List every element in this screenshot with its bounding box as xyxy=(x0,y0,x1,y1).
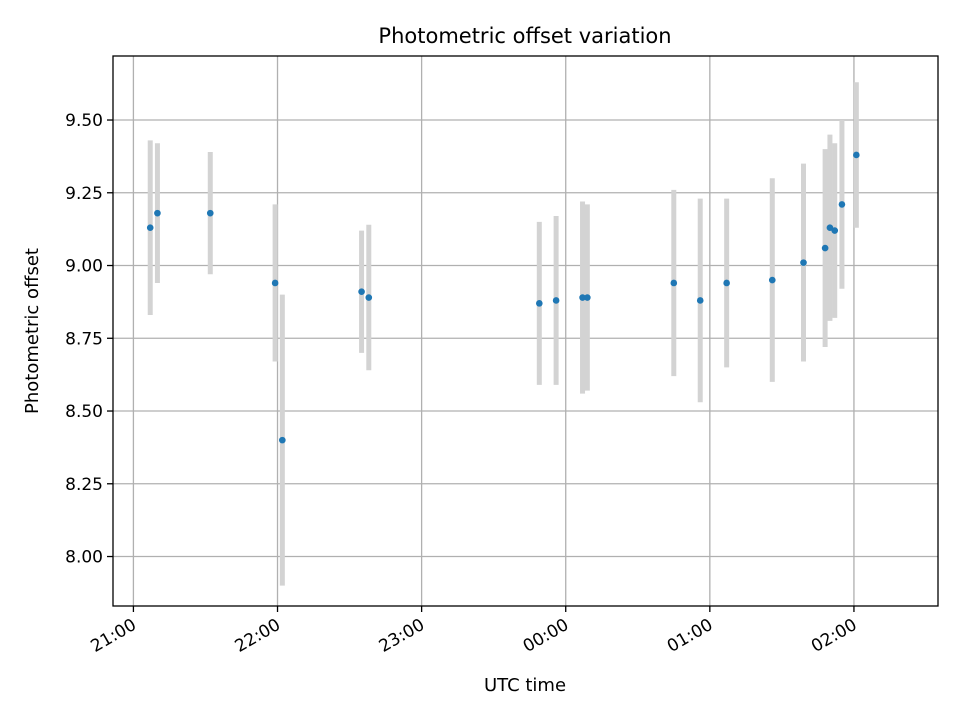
y-tick-label: 9.50 xyxy=(65,111,103,131)
x-axis-label: UTC time xyxy=(484,675,566,696)
data-point xyxy=(584,294,591,301)
data-point xyxy=(853,151,860,159)
data-point xyxy=(831,227,839,234)
y-axis-label: Photometric offset xyxy=(22,248,43,414)
y-tick-label: 9.00 xyxy=(65,257,103,277)
grid xyxy=(113,56,938,606)
data-point xyxy=(279,436,286,444)
y-tick-label: 8.25 xyxy=(65,475,103,495)
data-point xyxy=(271,279,279,287)
y-tick-label: 8.50 xyxy=(65,402,103,422)
data-point xyxy=(696,297,704,304)
data-point xyxy=(154,209,161,217)
data-point xyxy=(536,300,543,307)
data-point xyxy=(579,294,586,301)
data-points xyxy=(146,151,860,444)
data-point xyxy=(826,224,834,231)
data-point xyxy=(723,279,730,287)
y-tick-label: 8.00 xyxy=(65,548,103,568)
data-point xyxy=(552,297,560,304)
data-point xyxy=(670,279,678,287)
y-axis: 8.00 8.25 8.50 8.75 9.00 9.25 9.50 xyxy=(65,111,113,568)
chart-title: Photometric offset variation xyxy=(378,24,671,48)
data-point xyxy=(800,259,807,266)
data-point xyxy=(365,294,373,301)
data-point xyxy=(206,209,214,217)
data-point xyxy=(821,244,829,252)
data-point xyxy=(768,276,776,284)
data-point xyxy=(838,201,846,208)
y-tick-label: 9.25 xyxy=(65,184,103,204)
data-point xyxy=(146,224,154,231)
plot-frame xyxy=(112,55,939,607)
data-point xyxy=(358,288,365,296)
y-tick-label: 8.75 xyxy=(65,329,103,349)
